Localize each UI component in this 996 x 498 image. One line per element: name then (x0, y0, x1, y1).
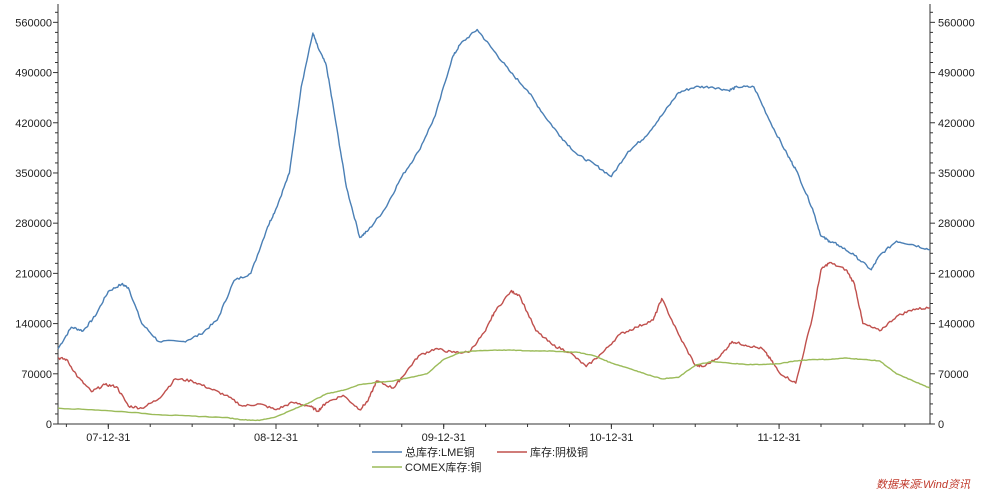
y-tick-label-right: 420000 (938, 118, 975, 130)
y-tick-label-right: 70000 (938, 369, 969, 381)
y-tick-label-left: 280000 (15, 218, 52, 230)
y-tick-label-left: 350000 (15, 168, 52, 180)
y-tick-label-right: 280000 (938, 218, 975, 230)
y-tick-label-left: 560000 (15, 17, 52, 29)
series-line-3 (57, 349, 931, 422)
y-tick-label-left: 490000 (15, 68, 52, 80)
y-tick-label-left: 140000 (15, 319, 52, 331)
y-tick-label-right: 0 (938, 419, 944, 431)
series-lines (57, 28, 931, 422)
x-tick-label: 08-12-31 (254, 432, 298, 444)
y-tick-label-left: 0 (46, 419, 52, 431)
series-line-2 (57, 261, 931, 413)
x-tick-label: 10-12-31 (589, 432, 633, 444)
legend: 总库存:LME铜 库存:阴极铜 COMEX库存:铜 (372, 445, 588, 474)
y-tick-label-left: 210000 (15, 268, 52, 280)
y-tick-label-right: 560000 (938, 17, 975, 29)
y-tick-label-right: 210000 (938, 268, 975, 280)
axes: 0 0 70000 70000 140000 140000 210000 210000 2800… (15, 4, 975, 444)
source-note: 数据来源:Wind资讯 (876, 478, 971, 491)
x-tick-label: 07-12-31 (86, 432, 130, 444)
legend-label: 库存:阴极铜 (530, 445, 588, 459)
y-tick-label-left: 70000 (21, 369, 52, 381)
y-tick-label-right: 140000 (938, 319, 975, 331)
y-tick-label-left: 420000 (15, 118, 52, 130)
x-tick-label: 09-12-31 (422, 432, 466, 444)
x-tick-label: 11-12-31 (757, 432, 800, 444)
y-tick-label-right: 490000 (938, 68, 975, 80)
y-tick-label-right: 350000 (938, 168, 975, 180)
series-line-1 (57, 28, 931, 350)
legend-label: COMEX库存:铜 (405, 460, 481, 474)
legend-label: 总库存:LME铜 (405, 445, 475, 459)
